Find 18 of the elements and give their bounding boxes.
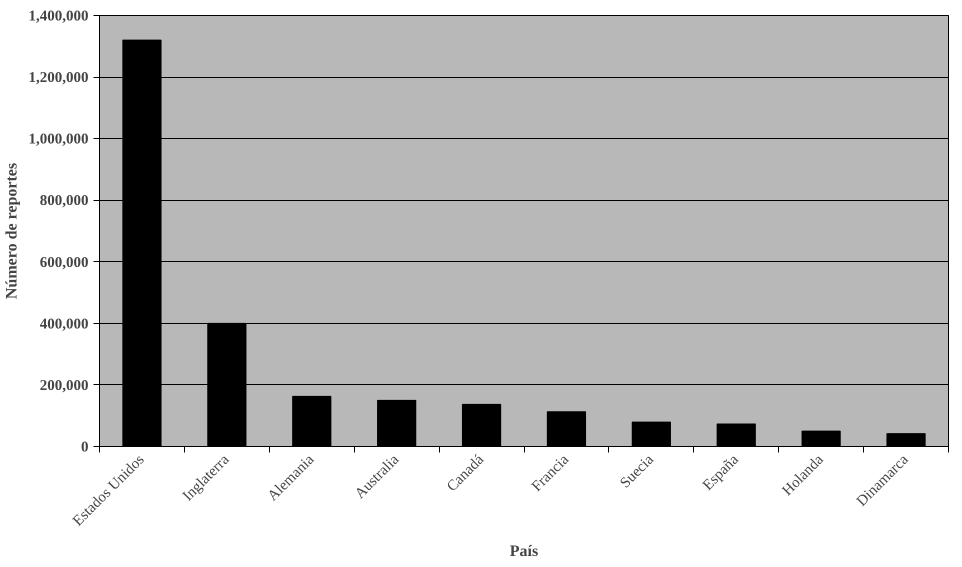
bar (377, 400, 416, 446)
y-axis-title: Número de reportes (4, 162, 20, 300)
y-tick-label: 200,000 (40, 378, 88, 394)
y-tick-label: 800,000 (40, 193, 88, 210)
bar (886, 433, 926, 446)
y-tick-label: 1,000,000 (28, 132, 88, 148)
x-axis-title: País (510, 543, 538, 560)
bar (546, 411, 586, 446)
bar (802, 430, 841, 446)
y-tick-label: 1,400,000 (28, 8, 88, 24)
bar (716, 424, 756, 446)
y-tick-label: 600,000 (40, 254, 88, 271)
y-tick-label: 400,000 (40, 316, 88, 332)
bar (632, 422, 671, 446)
y-tick-label: 1,200,000 (28, 70, 88, 86)
bar (292, 396, 332, 446)
y-tick-label: 0 (81, 440, 88, 456)
bar (462, 404, 502, 446)
